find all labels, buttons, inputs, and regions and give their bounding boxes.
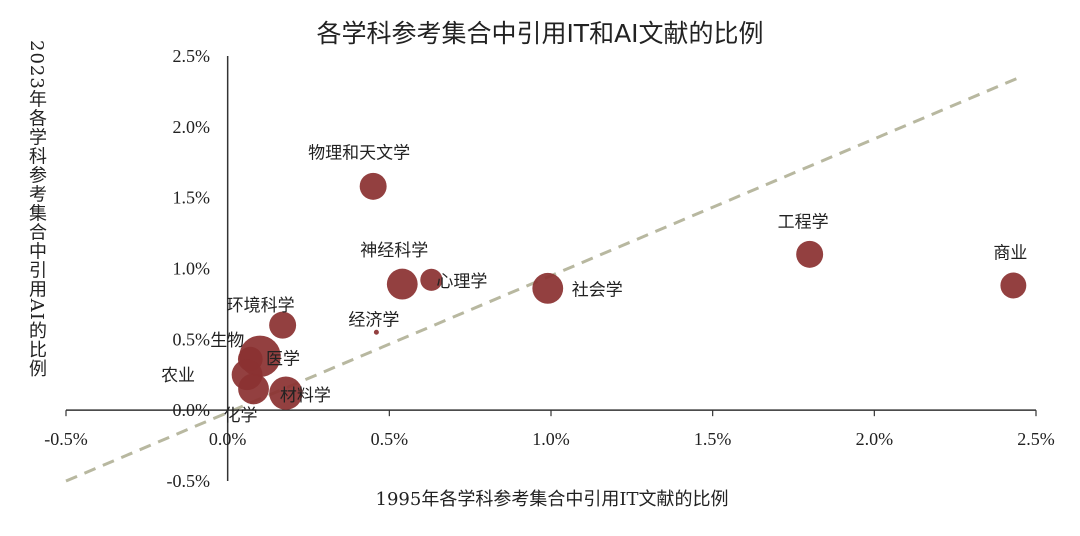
y-tick-label: 0.0% — [173, 400, 211, 420]
x-tick-label: 0.0% — [209, 429, 247, 449]
data-point — [386, 268, 418, 300]
x-tick-labels: -0.5% 0.0% 0.5% 1.0% 1.5% 2.0% 2.5% — [44, 429, 1055, 449]
y-tick-label: -0.5% — [167, 471, 211, 491]
data-point-label: 物理和天文学 — [308, 143, 410, 163]
data-point — [532, 272, 564, 304]
y-tick-label: 1.0% — [173, 259, 211, 279]
data-point — [796, 240, 824, 268]
data-point-label: 化学 — [224, 406, 258, 426]
x-tick-label: 2.0% — [856, 429, 894, 449]
y-tick-label: 2.5% — [173, 46, 211, 66]
data-point-label: 材料学 — [280, 386, 331, 406]
data-point — [269, 376, 303, 410]
chart-title: 各学科参考集合中引用IT和AI文献的比例 — [316, 19, 763, 48]
data-point — [269, 311, 297, 339]
trend-line — [65, 75, 1021, 483]
y-tick-labels: 2.5% 2.0% 1.5% 1.0% 0.5% 0.0% -0.5% — [167, 46, 211, 491]
y-tick-label: 1.5% — [173, 188, 211, 208]
y-axis-title: 2023年各学科参考集合中引用AI的比例 — [26, 40, 47, 378]
x-tick-marks — [65, 410, 1037, 417]
data-point-label: 环境科学 — [227, 296, 295, 316]
data-point — [238, 373, 269, 405]
data-point — [373, 329, 379, 335]
data-point-label: 经济学 — [348, 310, 399, 330]
data-point-label: 生物 — [210, 331, 244, 351]
data-point — [420, 268, 443, 291]
x-tick-label: 1.5% — [694, 429, 732, 449]
data-point — [359, 172, 387, 200]
data-point — [1000, 272, 1027, 299]
x-tick-label: 2.5% — [1017, 429, 1055, 449]
data-point-label: 社会学 — [572, 280, 623, 300]
y-tick-label: 2.0% — [173, 117, 211, 137]
data-point-label: 神经科学 — [360, 241, 428, 261]
data-point-label: 心理学 — [436, 272, 487, 292]
data-point-label: 农业 — [161, 366, 195, 386]
data-points — [231, 172, 1027, 410]
x-tick-label: -0.5% — [44, 429, 88, 449]
y-tick-label: 0.5% — [173, 329, 211, 349]
data-point-label: 商业 — [993, 244, 1027, 264]
data-point-label: 工程学 — [778, 212, 829, 232]
x-tick-label: 0.5% — [371, 429, 409, 449]
x-tick-label: 1.0% — [532, 429, 570, 449]
data-point-label: 医学 — [266, 349, 300, 369]
x-axis-title: 1995年各学科参考集合中引用IT文献的比例 — [376, 489, 729, 510]
